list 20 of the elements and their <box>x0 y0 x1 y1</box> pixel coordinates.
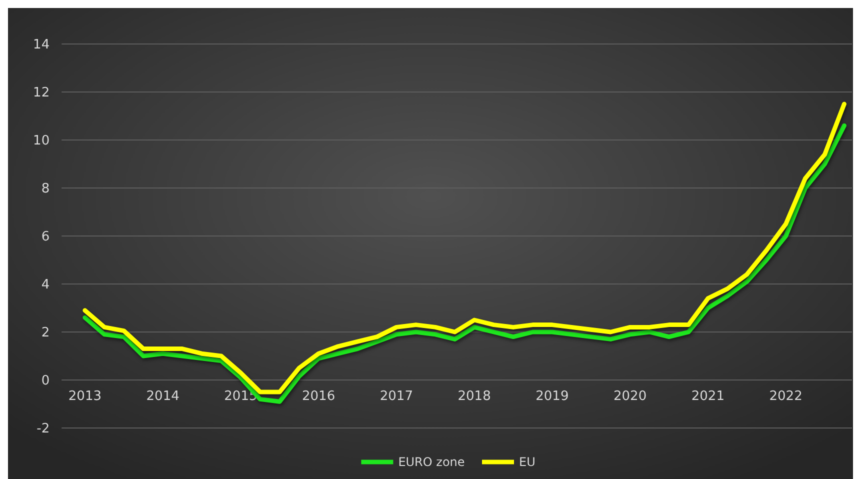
y-tick-label: -2 <box>36 422 50 437</box>
y-tick-label: 8 <box>41 182 50 197</box>
x-tick-label: 2014 <box>146 389 180 404</box>
y-tick-label: 10 <box>33 134 50 149</box>
x-tick-label: 2018 <box>458 389 491 404</box>
x-tick-label: 2019 <box>536 389 569 404</box>
x-tick-label: 2021 <box>691 389 724 404</box>
y-tick-label: 6 <box>41 230 50 245</box>
x-tick-label: 2013 <box>68 389 102 404</box>
x-tick-label: 2016 <box>302 389 336 404</box>
x-tick-label: 2022 <box>769 389 802 404</box>
y-tick-label: 4 <box>41 278 50 293</box>
x-tick-label: 2020 <box>614 389 647 404</box>
x-tick-label: 2017 <box>380 389 413 404</box>
legend-label: EURO zone <box>398 455 465 470</box>
y-tick-label: 0 <box>41 374 50 389</box>
y-tick-label: 2 <box>41 326 50 341</box>
y-tick-label: 14 <box>33 38 50 53</box>
legend-label: EU <box>519 455 536 470</box>
y-tick-label: 12 <box>33 86 50 101</box>
